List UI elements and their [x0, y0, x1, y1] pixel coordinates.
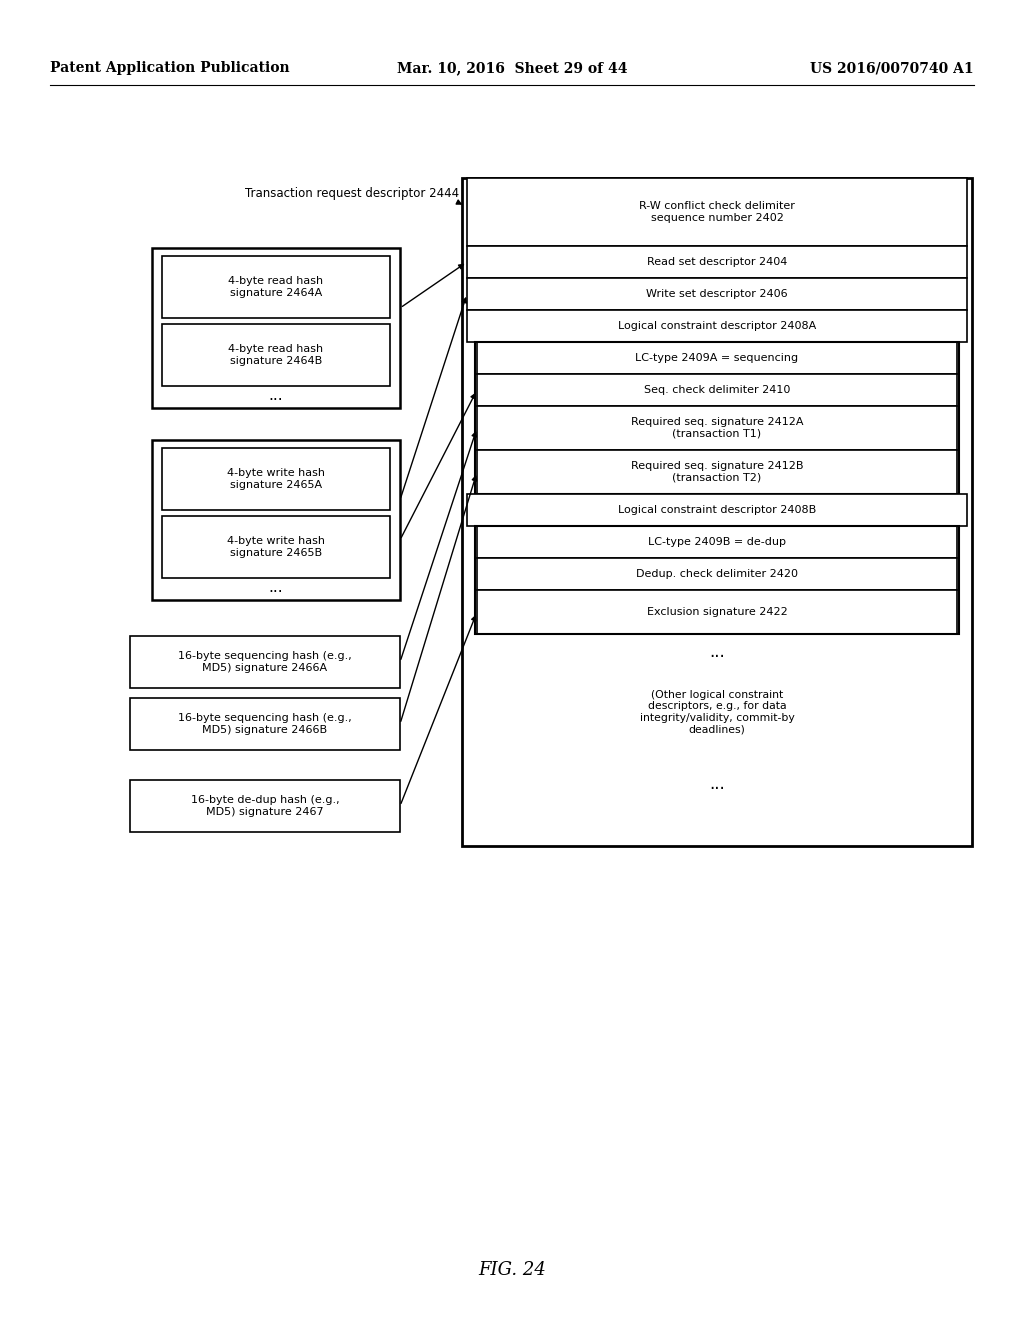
Bar — [477, 450, 957, 494]
Bar — [477, 407, 957, 450]
Text: Write set descriptor 2406: Write set descriptor 2406 — [646, 289, 787, 300]
Bar — [477, 342, 957, 374]
Bar — [162, 256, 390, 318]
Text: ...: ... — [268, 581, 284, 595]
Bar — [477, 525, 957, 558]
Text: Logical constraint descriptor 2408B: Logical constraint descriptor 2408B — [617, 506, 816, 515]
Text: US 2016/0070740 A1: US 2016/0070740 A1 — [810, 61, 974, 75]
Bar — [162, 323, 390, 385]
Text: ...: ... — [710, 775, 725, 793]
Text: Dedup. check delimiter 2420: Dedup. check delimiter 2420 — [636, 569, 798, 579]
Text: 4-byte read hash
signature 2464B: 4-byte read hash signature 2464B — [228, 345, 324, 366]
Text: Mar. 10, 2016  Sheet 29 of 44: Mar. 10, 2016 Sheet 29 of 44 — [396, 61, 628, 75]
Text: LC-type 2409B = de-dup: LC-type 2409B = de-dup — [648, 537, 786, 546]
Bar — [475, 525, 959, 634]
Text: 16-byte de-dup hash (e.g.,
MD5) signature 2467: 16-byte de-dup hash (e.g., MD5) signatur… — [190, 795, 339, 817]
Bar — [477, 558, 957, 590]
Bar — [467, 310, 967, 342]
Text: Transaction request descriptor 2444: Transaction request descriptor 2444 — [245, 186, 459, 199]
Text: 4-byte write hash
signature 2465A: 4-byte write hash signature 2465A — [227, 469, 325, 490]
Text: ...: ... — [710, 643, 725, 661]
Text: Exclusion signature 2422: Exclusion signature 2422 — [646, 607, 787, 616]
Bar — [152, 440, 400, 601]
Bar — [477, 590, 957, 634]
Bar — [462, 178, 972, 846]
Bar — [475, 342, 959, 494]
Text: LC-type 2409A = sequencing: LC-type 2409A = sequencing — [636, 352, 799, 363]
Text: Read set descriptor 2404: Read set descriptor 2404 — [647, 257, 787, 267]
Text: (Other logical constraint
descriptors, e.g., for data
integrity/validity, commit: (Other logical constraint descriptors, e… — [640, 689, 795, 734]
Text: ...: ... — [268, 388, 284, 404]
Text: 16-byte sequencing hash (e.g.,
MD5) signature 2466B: 16-byte sequencing hash (e.g., MD5) sign… — [178, 713, 352, 735]
Text: Patent Application Publication: Patent Application Publication — [50, 61, 290, 75]
Bar — [467, 494, 967, 525]
Text: Seq. check delimiter 2410: Seq. check delimiter 2410 — [644, 385, 791, 395]
Bar — [467, 246, 967, 279]
Bar — [162, 516, 390, 578]
Text: FIG. 24: FIG. 24 — [478, 1261, 546, 1279]
Bar — [467, 178, 967, 246]
Text: R-W conflict check delimiter
sequence number 2402: R-W conflict check delimiter sequence nu… — [639, 201, 795, 223]
Text: 4-byte write hash
signature 2465B: 4-byte write hash signature 2465B — [227, 536, 325, 558]
Bar — [467, 279, 967, 310]
Bar — [130, 780, 400, 832]
Text: 4-byte read hash
signature 2464A: 4-byte read hash signature 2464A — [228, 276, 324, 298]
Text: 16-byte sequencing hash (e.g.,
MD5) signature 2466A: 16-byte sequencing hash (e.g., MD5) sign… — [178, 651, 352, 673]
Bar — [130, 636, 400, 688]
Bar — [477, 374, 957, 407]
Text: Required seq. signature 2412A
(transaction T1): Required seq. signature 2412A (transacti… — [631, 417, 803, 438]
Bar — [162, 447, 390, 510]
Text: Required seq. signature 2412B
(transaction T2): Required seq. signature 2412B (transacti… — [631, 461, 803, 483]
Text: Logical constraint descriptor 2408A: Logical constraint descriptor 2408A — [617, 321, 816, 331]
Bar — [130, 698, 400, 750]
Bar — [152, 248, 400, 408]
